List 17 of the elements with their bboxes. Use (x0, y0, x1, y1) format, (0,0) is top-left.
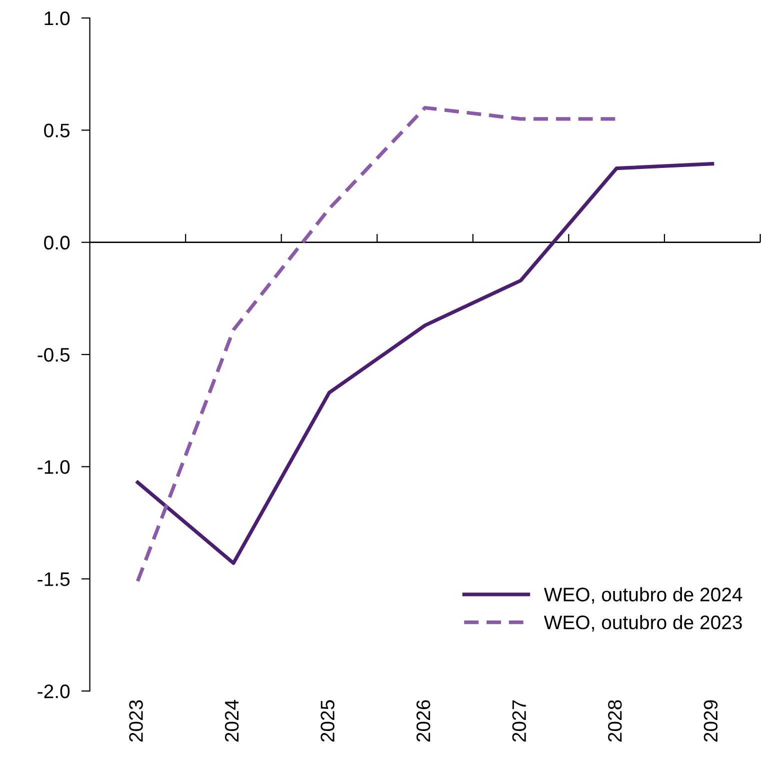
x-tick-label: 2024 (224, 700, 239, 742)
x-tick-label: 2027 (512, 700, 526, 742)
x-tick-label: 2026 (416, 700, 430, 742)
y-tick-label: -1.5 (38, 572, 70, 586)
y-tick-label: 0.0 (44, 236, 70, 250)
legend-label: WEO, outubro de 2023 (544, 615, 742, 632)
x-tick-label: 2029 (704, 700, 718, 742)
y-tick-label: 0.5 (44, 124, 70, 138)
line-series (136, 162, 714, 565)
x-tick-label: 2028 (608, 700, 622, 742)
y-tick-label: -1.0 (38, 460, 70, 474)
x-tick-label: 2023 (129, 700, 143, 742)
legend-label: WEO, outubro de 2024 (544, 587, 742, 604)
x-tick-label: 2025 (320, 700, 334, 742)
y-tick-label: 1.0 (44, 11, 70, 26)
y-tick-label: -0.5 (38, 348, 70, 362)
y-tick-label: -2.0 (38, 684, 70, 698)
